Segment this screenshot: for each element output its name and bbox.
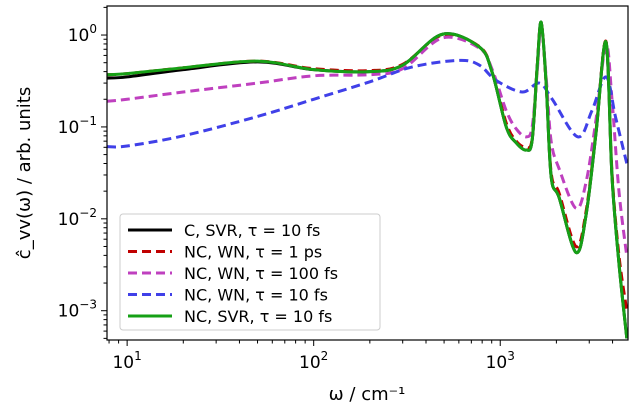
x-tick-label-1: 102 <box>299 349 328 373</box>
legend-label-1: NC, WN, τ = 1 ps <box>184 243 322 262</box>
legend-label-0: C, SVR, τ = 10 fs <box>184 221 320 240</box>
y-tick-label-1: 10−1 <box>58 114 97 138</box>
y-tick-label-3: 10−3 <box>58 298 97 322</box>
legend-label-4: NC, SVR, τ = 10 fs <box>184 307 332 326</box>
axis-ticks: 101 102 103 100 10−1 10−2 10−3 <box>58 6 614 373</box>
series-line-4 <box>107 20 628 339</box>
y-tick-label-2: 10−2 <box>58 206 97 230</box>
series-line-3 <box>107 58 628 164</box>
legend-label-2: NC, WN, τ = 100 fs <box>184 264 338 283</box>
legend: C, SVR, τ = 10 fs NC, WN, τ = 1 ps NC, WN,… <box>119 213 381 331</box>
legend-label-3: NC, WN, τ = 10 fs <box>184 286 328 305</box>
series-lines <box>107 20 628 339</box>
x-axis-label: ω / cm⁻¹ <box>329 384 406 405</box>
plot-frame <box>106 5 629 341</box>
y-axis-label: ĉ_vv(ω) / arb. units <box>14 87 35 259</box>
y-tick-label-0: 100 <box>68 22 97 46</box>
x-tick-label-0: 101 <box>112 349 141 373</box>
x-tick-label-2: 103 <box>486 349 515 373</box>
